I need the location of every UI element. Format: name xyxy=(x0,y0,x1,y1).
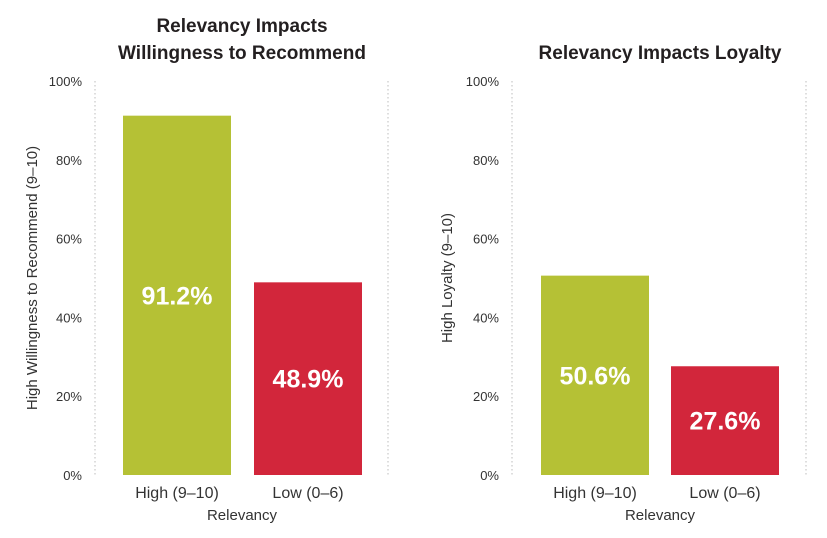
chart-title-line: Relevancy Impacts Loyalty xyxy=(539,43,782,64)
y-tick-label: 80% xyxy=(56,153,82,168)
y-axis-label: High Willingness to Recommend (9–10) xyxy=(24,146,41,410)
bar-low xyxy=(671,366,779,475)
y-tick-label: 80% xyxy=(473,153,499,168)
x-category-label: Low (0–6) xyxy=(689,485,760,502)
chart-title-line: Relevancy Impacts xyxy=(156,16,327,37)
bar-high xyxy=(541,275,649,475)
chart-1: Relevancy Impacts Willingness to Recommen… xyxy=(24,16,389,524)
y-tick-label: 100% xyxy=(466,74,500,89)
bar-data-label: 50.6% xyxy=(560,362,631,390)
x-axis-label: Relevancy xyxy=(207,507,278,524)
chart-2: Relevancy Impacts Loyalty 0% 20% 40% 60% 80% 1… xyxy=(439,43,807,524)
y-tick-label: 40% xyxy=(56,310,82,325)
y-tick-label: 100% xyxy=(49,74,83,89)
y-tick-label: 0% xyxy=(63,468,82,483)
x-category-label: High (9–10) xyxy=(135,485,219,502)
x-axis-label: Relevancy xyxy=(625,507,696,524)
y-tick-label: 20% xyxy=(473,389,499,404)
bar-low xyxy=(254,282,362,475)
y-tick-label: 20% xyxy=(56,389,82,404)
y-tick-label: 60% xyxy=(473,232,499,247)
bar-high xyxy=(123,115,231,475)
x-category-label: Low (0–6) xyxy=(272,485,343,502)
y-tick-label: 40% xyxy=(473,310,499,325)
bar-data-label: 48.9% xyxy=(273,366,344,394)
y-axis-label: High Loyalty (9–10) xyxy=(439,213,456,343)
bar-data-label: 27.6% xyxy=(690,408,761,436)
y-tick-label: 0% xyxy=(480,468,499,483)
bar-data-label: 91.2% xyxy=(142,282,213,310)
x-category-label: High (9–10) xyxy=(553,485,637,502)
chart-title-line: Willingness to Recommend xyxy=(118,43,366,64)
y-tick-label: 60% xyxy=(56,232,82,247)
